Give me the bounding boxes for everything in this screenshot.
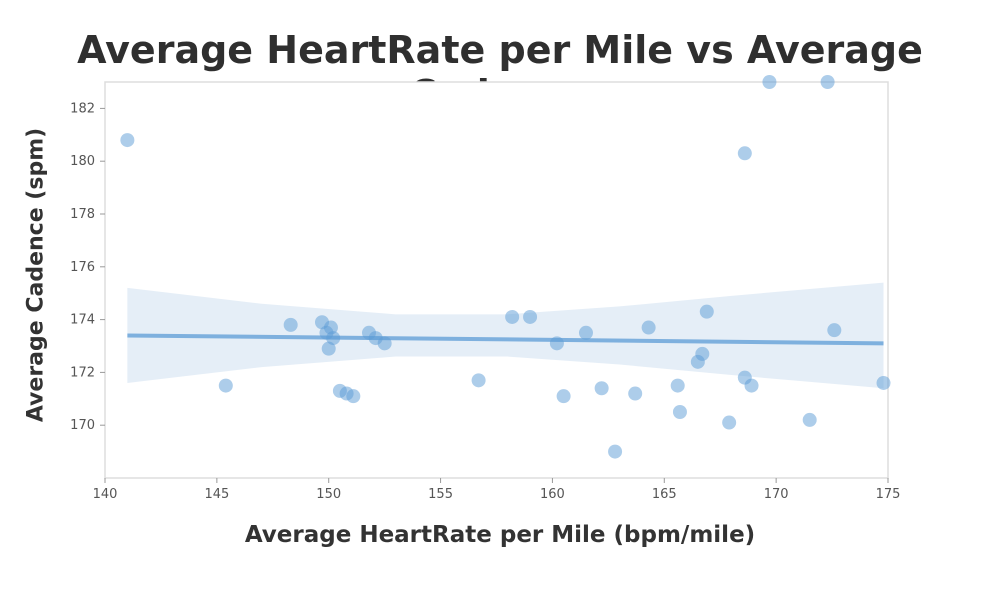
data-point [218,378,233,393]
data-point [802,412,817,427]
data-point [672,405,687,419]
data-point [722,415,737,430]
data-point [120,133,135,148]
data-point [578,325,593,340]
data-point [471,373,486,388]
y-tick-label: 172 [70,365,95,380]
data-point [876,375,891,390]
y-tick-label: 174 [70,313,95,328]
x-axis-label: Average HeartRate per Mile (bpm/mile) [244,522,756,548]
data-point [326,331,341,346]
data-point [744,378,759,393]
x-tick-label: 165 [652,487,677,502]
data-point [827,323,842,338]
x-tick-label: 145 [204,487,229,502]
data-point [699,304,714,319]
data-point [283,317,298,332]
data-point [505,309,520,324]
data-point [628,386,643,401]
data-point [523,309,538,324]
data-point [608,444,623,459]
data-point [323,320,338,335]
y-tick-label: 176 [70,260,95,275]
x-tick-label: 175 [876,487,901,502]
data-point [737,146,752,161]
data-point [762,75,777,89]
data-point [556,389,571,404]
data-point [346,389,361,404]
data-point [820,75,835,89]
data-point [594,381,609,396]
data-point [549,336,564,351]
x-tick-label: 170 [764,487,789,502]
y-tick-label: 178 [70,207,95,222]
data-point [377,336,392,351]
x-tick-label: 160 [540,487,565,502]
plot-area [104,81,889,479]
x-tick-label: 155 [428,487,453,502]
data-point [641,320,656,335]
y-tick-label: 182 [70,101,95,116]
y-tick-label: 170 [70,418,95,433]
trend-line [127,333,884,346]
y-tick-label: 180 [70,154,95,169]
data-point [695,346,710,361]
x-tick-label: 150 [316,487,341,502]
data-point [670,378,685,393]
data-point [321,341,336,356]
x-tick-label: 140 [93,487,118,502]
